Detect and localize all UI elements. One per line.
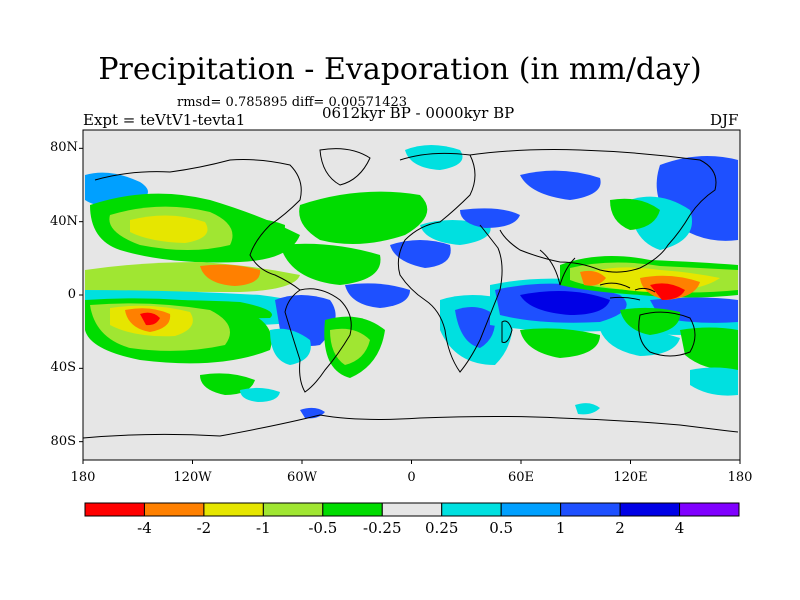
contour-cyan-region — [690, 367, 738, 396]
coastline — [82, 414, 739, 439]
colorbar-swatch — [322, 502, 383, 517]
contour-darkblue-region — [520, 291, 610, 315]
coastline — [599, 282, 656, 301]
colorbar-swatch — [143, 502, 205, 517]
colorbar-label: 2 — [615, 519, 625, 537]
field-contours — [85, 145, 738, 419]
contour-green-region — [299, 191, 428, 244]
contour-green-region — [280, 243, 381, 285]
colorbar-label: 0.5 — [489, 519, 514, 537]
colorbar-swatch — [84, 502, 145, 517]
contour-blue-region — [390, 240, 451, 268]
coastline — [539, 249, 576, 286]
lat-label: 0 — [67, 287, 76, 302]
contour-green-region — [520, 328, 600, 358]
contour-cyan-region — [575, 403, 600, 415]
colorbar-label: -0.25 — [363, 519, 402, 537]
contour-green-region — [200, 373, 255, 395]
colorbar-swatch — [381, 502, 443, 517]
stats-line: rmsd= 0.785895 diff= 0.00571423 — [177, 95, 408, 110]
colorbar-swatch — [203, 502, 264, 517]
lat-label: 80S — [50, 433, 76, 449]
period-label: 0612kyr BP - 0000kyr BP — [322, 104, 515, 122]
contour-red-region — [650, 283, 685, 300]
lon-label: 60W — [287, 470, 317, 485]
lat-label: 40S — [50, 360, 76, 376]
colorbar-label: -4 — [137, 519, 152, 537]
contour-blue-region — [460, 208, 520, 228]
contour-cyan-region — [600, 328, 680, 356]
colorbar-label: 4 — [674, 519, 685, 537]
experiment-label: Expt = teVtV1-tevta1 — [83, 111, 246, 129]
coastlines — [82, 148, 739, 439]
contour-blue-region — [455, 306, 496, 348]
colorbar-swatch — [560, 502, 621, 517]
coastline — [638, 311, 696, 357]
contour-green-region — [610, 198, 660, 230]
lon-label: 60E — [507, 470, 535, 485]
contour-red-region — [140, 312, 160, 326]
map-ticks — [79, 147, 741, 464]
contour-cyan-region — [240, 387, 280, 402]
colorbar-swatch — [679, 502, 740, 517]
contour-blue-region — [345, 283, 410, 308]
contour-cyan-region — [420, 220, 491, 245]
contour-cyan-region — [270, 328, 311, 365]
colorbar-label: 1 — [555, 519, 566, 537]
contour-orange-region — [580, 270, 606, 286]
coastline — [469, 149, 717, 273]
contour-yellow-region — [130, 215, 208, 243]
contour-lightgreen-region — [330, 328, 370, 365]
lon-label: 0 — [407, 470, 416, 485]
season-label: DJF — [710, 111, 739, 129]
contour-green-region — [620, 307, 681, 335]
colorbar-swatch — [619, 502, 681, 517]
contour-blue-region — [520, 170, 601, 200]
map-title: Precipitation - Evaporation (in mm/day) — [98, 52, 702, 87]
colorbar-label: -0.5 — [308, 519, 338, 537]
colorbar-swatch — [500, 502, 562, 517]
map-panel — [79, 129, 741, 464]
coastline — [501, 320, 513, 343]
lon-label: 180 — [70, 470, 96, 485]
coastline — [284, 288, 352, 393]
lon-label: 120E — [613, 470, 648, 485]
colorbar-label: -1 — [256, 519, 271, 537]
colorbar-label: 0.25 — [425, 519, 459, 537]
contour-green-region — [235, 219, 285, 248]
lat-label: 80N — [50, 140, 78, 156]
coastline — [94, 159, 302, 291]
contour-orange-region — [200, 264, 261, 286]
contour-cyan-region — [405, 145, 463, 170]
lon-label: 180 — [727, 470, 753, 485]
colorbar-swatch — [441, 502, 502, 517]
colorbar-swatch — [262, 502, 324, 517]
lon-label: 120W — [173, 470, 212, 485]
coastline — [397, 152, 503, 373]
colorbar — [84, 502, 740, 517]
colorbar-label: -2 — [196, 519, 212, 537]
coastline — [319, 148, 371, 186]
lat-label: 40N — [50, 213, 78, 229]
